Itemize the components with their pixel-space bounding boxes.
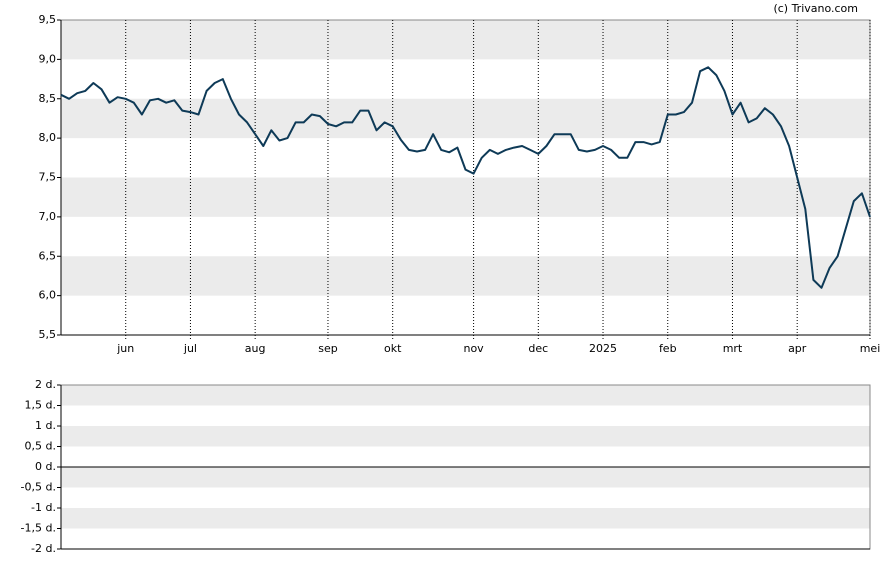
x-tick-label: aug <box>245 342 266 355</box>
band <box>61 426 870 447</box>
y-tick-label: 0,5 d. <box>25 440 56 453</box>
x-tick-label: sep <box>318 342 337 355</box>
x-tick-label: 2025 <box>589 342 617 355</box>
source-credit: (c) Trivano.com <box>773 2 858 15</box>
x-tick-label: okt <box>384 342 402 355</box>
y-tick-label: 9,5 <box>39 13 57 26</box>
x-tick-label: nov <box>463 342 484 355</box>
y-tick-label: -0,5 d. <box>21 481 56 494</box>
x-tick-label: jun <box>116 342 134 355</box>
x-tick-label: feb <box>659 342 677 355</box>
band <box>61 256 870 296</box>
y-tick-label: 8,0 <box>39 131 57 144</box>
y-tick-label: 1 d. <box>35 419 56 432</box>
y-tick-label: 0 d. <box>35 460 56 473</box>
y-tick-label: 8,5 <box>39 92 57 105</box>
y-tick-label: 6,0 <box>39 289 57 302</box>
x-tick-label: dec <box>528 342 548 355</box>
y-tick-label: 2 d. <box>35 378 56 391</box>
x-tick-label: jul <box>183 342 197 355</box>
y-tick-label: 5,5 <box>39 328 57 341</box>
band <box>61 385 870 406</box>
x-tick-label: apr <box>788 342 807 355</box>
price-line <box>60 66 871 289</box>
band <box>61 467 870 488</box>
band <box>61 177 870 217</box>
y-tick-label: 9,0 <box>39 52 57 65</box>
y-tick-label: -2 d. <box>31 542 56 555</box>
x-tick-label: mei <box>860 342 881 355</box>
band <box>61 98 870 139</box>
y-tick-label: 6,5 <box>39 249 57 262</box>
y-tick-label: 7,5 <box>39 171 57 184</box>
band <box>61 20 870 60</box>
y-tick-label: -1,5 d. <box>21 522 56 535</box>
band <box>61 508 870 529</box>
x-tick-label: mrt <box>723 342 743 355</box>
y-tick-label: -1 d. <box>31 501 56 514</box>
y-tick-label: 7,0 <box>39 210 57 223</box>
y-tick-label: 1,5 d. <box>25 399 56 412</box>
